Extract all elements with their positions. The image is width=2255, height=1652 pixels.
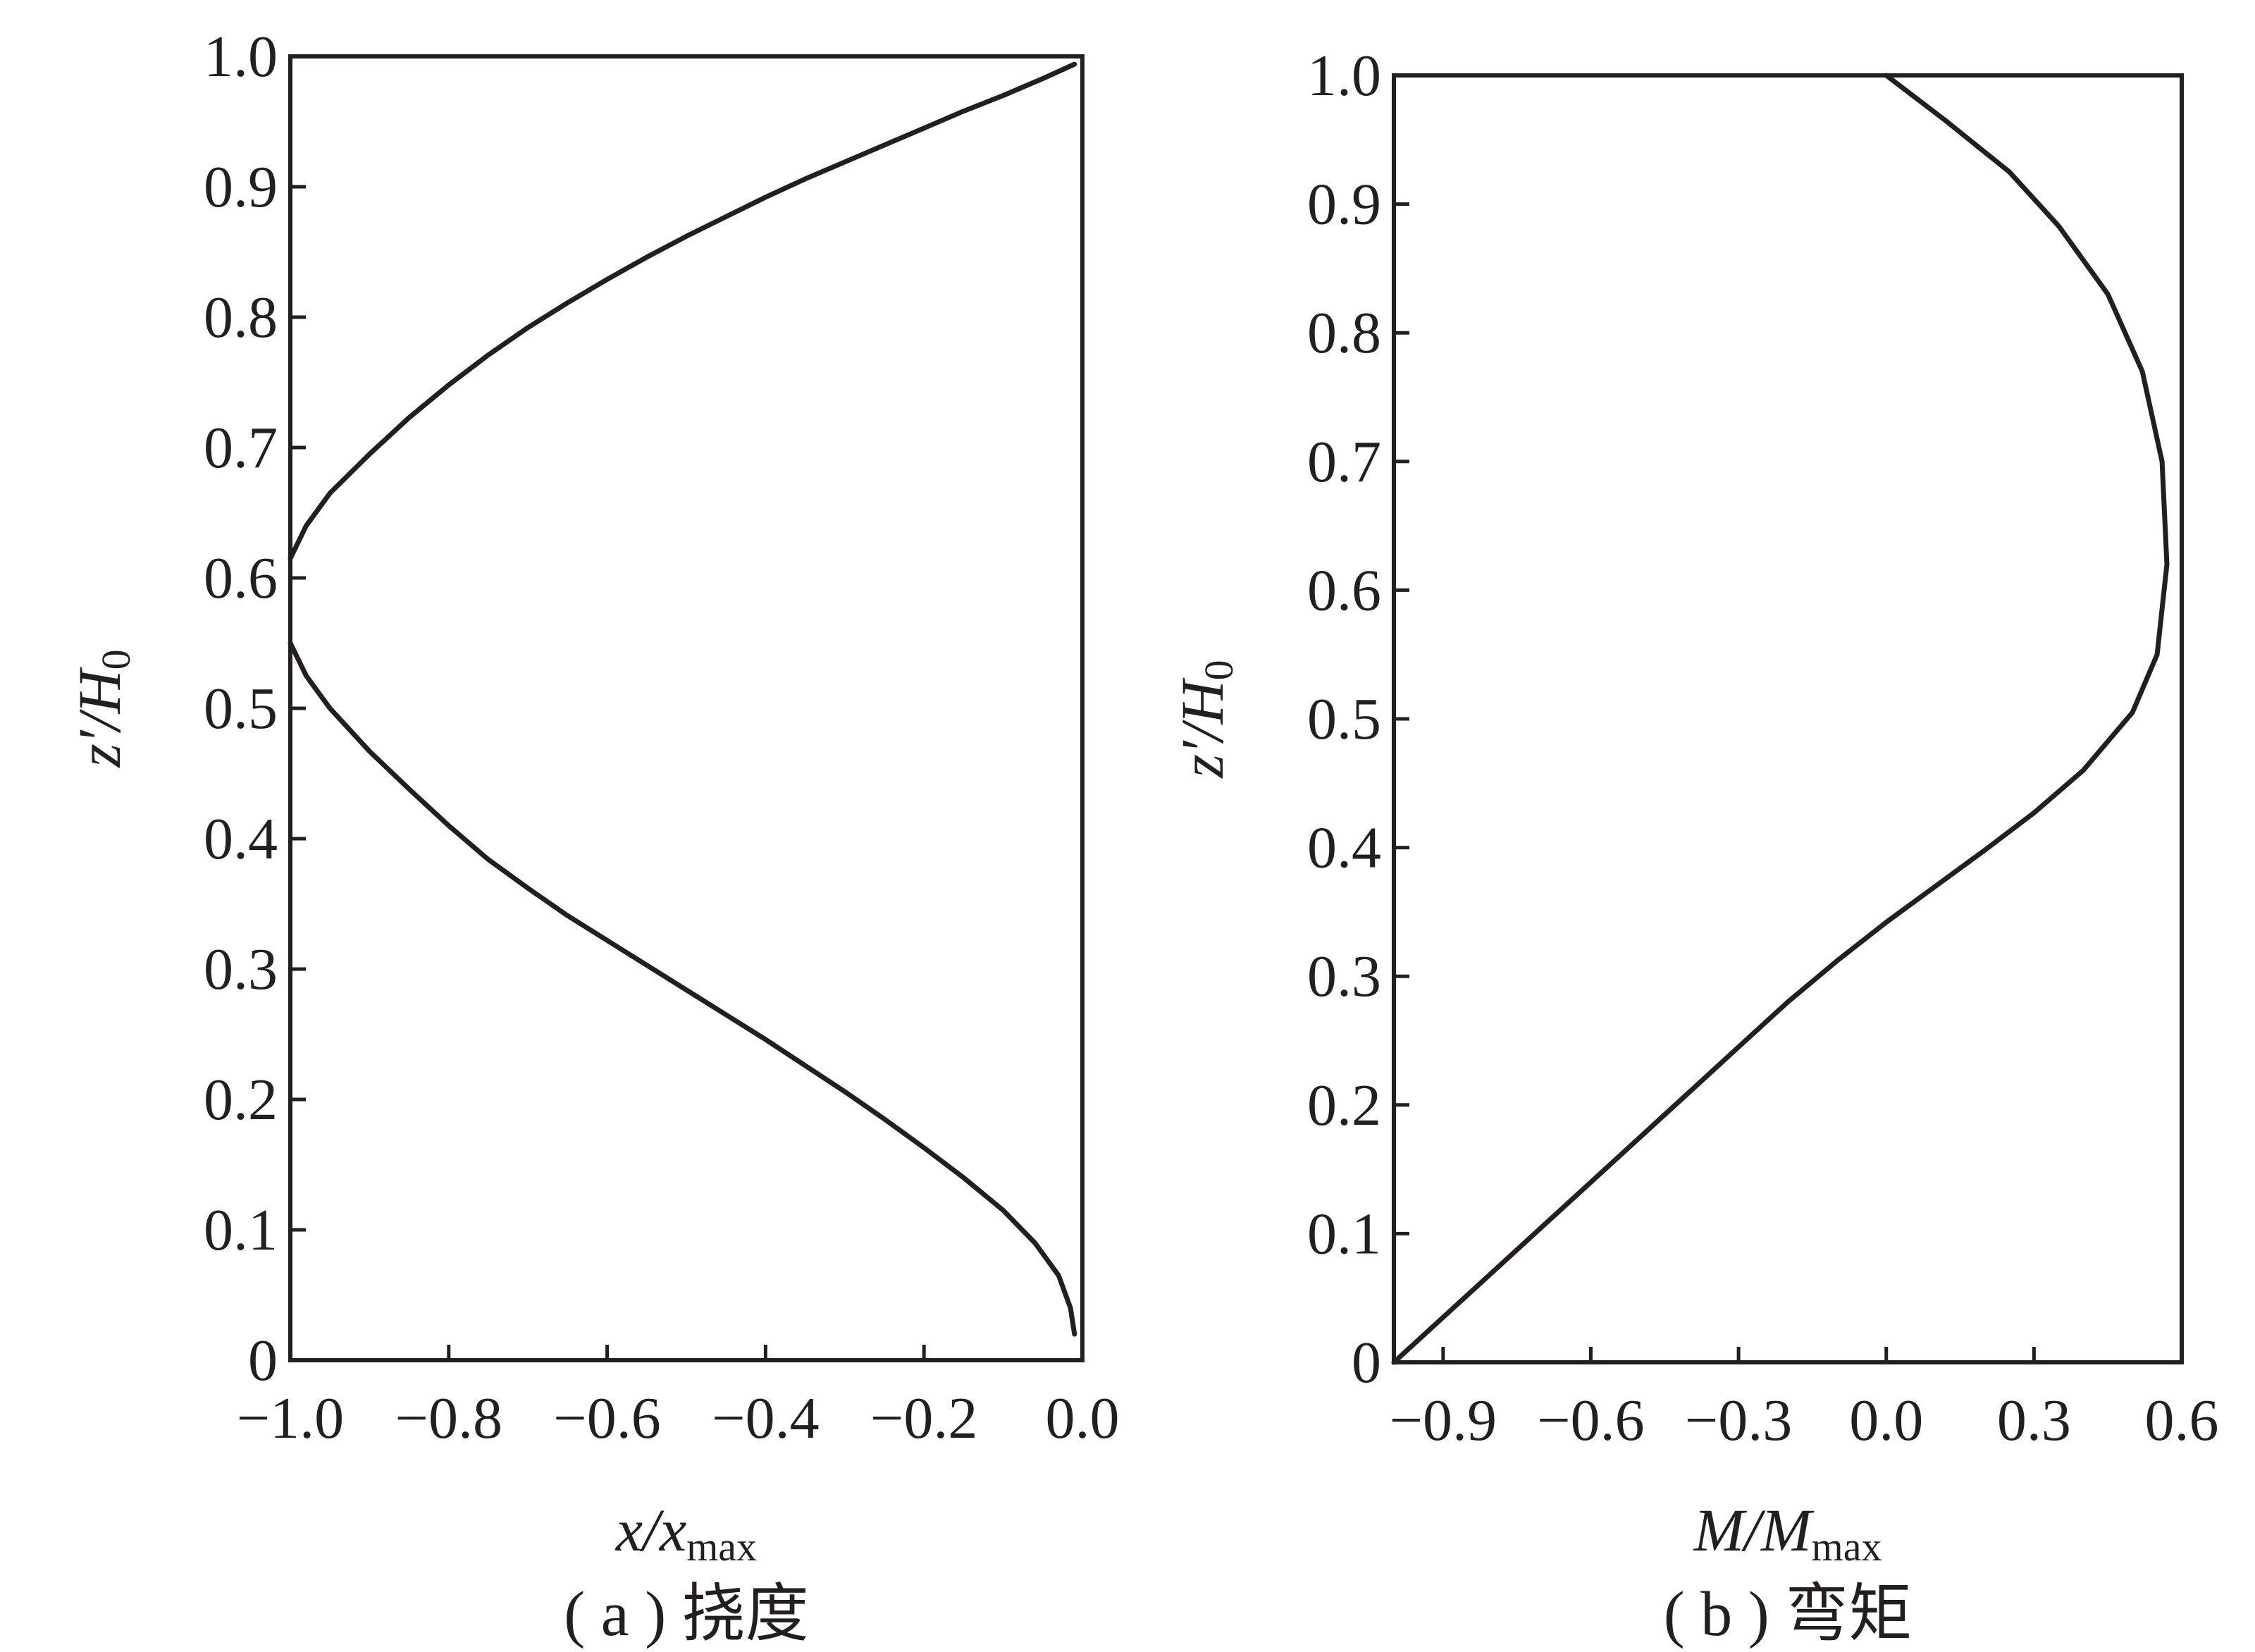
x-tick-label: −0.6: [553, 1386, 660, 1451]
x-tick-label: 0.0: [1849, 1388, 1923, 1453]
x-tick-label: −0.6: [1537, 1388, 1644, 1453]
y-tick-label: 1.0: [204, 24, 278, 90]
y-tick-label: 0.4: [1307, 815, 1381, 881]
y-tick-label: 0.1: [204, 1197, 278, 1263]
y-tick-label: 0.6: [1307, 557, 1381, 623]
y-axis-label-a: z′/H0: [66, 649, 139, 768]
y-tick-label: 0.5: [204, 676, 278, 741]
caption-a: ( a ) 挠度: [564, 1579, 808, 1649]
y-tick-label: 0.3: [204, 937, 278, 1002]
y-tick-label: 0.1: [1307, 1201, 1381, 1266]
y-tick-label: 0.7: [204, 415, 278, 481]
y-ticks-a: 0 0.1 0.2 0.3 0.4 0.5 0.6 0.7 0.8 0.9 1.0: [204, 24, 306, 1393]
y-tick-label: 0.8: [1307, 300, 1381, 366]
x-tick-label: 0.6: [2145, 1388, 2219, 1453]
panel-b: 0 0.1 0.2 0.3 0.4 0.5 0.6 0.7 0.8 0.9 1.0 −0.9 −0.6…: [1168, 43, 2219, 1649]
y-tick-label: 0.9: [204, 154, 278, 220]
x-ticks-a: −1.0 −0.8 −0.6 −0.4 −0.2 0.0: [237, 1345, 1120, 1451]
y-tick-label: 0: [248, 1328, 278, 1393]
x-tick-label: 0.0: [1046, 1386, 1120, 1451]
x-tick-label: −0.3: [1685, 1388, 1792, 1453]
y-tick-label: 0.9: [1307, 172, 1381, 238]
x-tick-label: −0.4: [712, 1386, 819, 1451]
y-ticks-b: 0 0.1 0.2 0.3 0.4 0.5 0.6 0.7 0.8 0.9 1.0: [1307, 43, 1409, 1395]
y-tick-label: 0.2: [1307, 1073, 1381, 1138]
x-tick-label: 0.3: [1997, 1388, 2071, 1453]
curves-a: [288, 61, 1077, 1337]
caption-b: ( b ) 弯矩: [1664, 1579, 1912, 1649]
y-tick-label: 0.6: [204, 545, 278, 611]
y-tick-label: 0.5: [1307, 686, 1381, 752]
x-tick-label: −0.8: [395, 1386, 502, 1451]
y-tick-label: 0.8: [204, 285, 278, 350]
x-tick-label: −0.2: [870, 1386, 977, 1451]
panel-a: 0 0.1 0.2 0.3 0.4 0.5 0.6 0.7 0.8 0.9 1.0 −1.0 −0.8…: [66, 24, 1120, 1649]
series-line: [288, 61, 1077, 561]
plot-frame-b: [1392, 73, 2184, 1364]
y-tick-label: 0.3: [1307, 944, 1381, 1009]
series-line: [1391, 73, 2170, 1365]
y-tick-label: 0: [1352, 1330, 1381, 1395]
plot-frame-a: [288, 54, 1085, 1362]
x-tick-label: −1.0: [237, 1386, 344, 1451]
y-tick-label: 1.0: [1307, 43, 1381, 109]
y-tick-label: 0.4: [204, 806, 278, 872]
x-ticks-b: −0.9 −0.6 −0.3 0.0 0.3 0.6: [1390, 1347, 2219, 1453]
y-axis-label-b: z′/H0: [1168, 660, 1242, 778]
x-tick-label: −0.9: [1390, 1388, 1497, 1453]
x-axis-label-a: x/xmax: [614, 1496, 757, 1570]
x-axis-label-b: M/Mmax: [1692, 1496, 1882, 1570]
series-line: [288, 641, 1077, 1337]
curves-b: [1391, 73, 2170, 1365]
y-tick-label: 0.7: [1307, 429, 1381, 495]
y-tick-label: 0.2: [204, 1067, 278, 1133]
